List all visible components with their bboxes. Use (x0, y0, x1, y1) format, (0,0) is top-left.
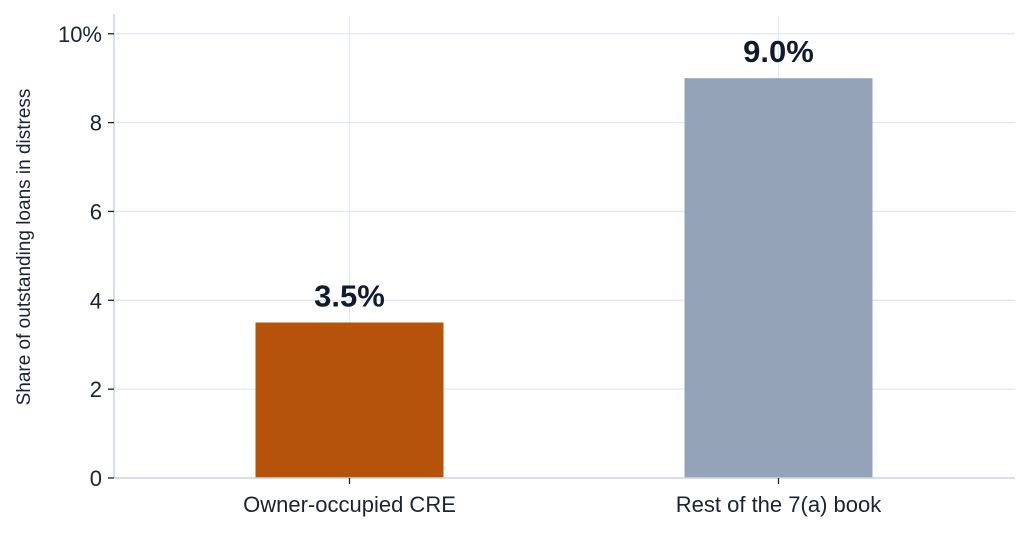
labels: 0 2 4 6 8 10% Owner-occupied CRE Rest of the 7(… (58, 22, 882, 517)
grid-lines (114, 16, 1015, 479)
y-tick-label: 2 (90, 377, 102, 402)
y-tick-label: 0 (90, 466, 102, 491)
y-tick-label: 6 (90, 199, 102, 224)
y-tick-label: 8 (90, 111, 102, 136)
y-tick-label: 4 (90, 288, 102, 313)
x-category-label: Rest of the 7(a) book (676, 492, 882, 517)
y-tick-label: 10% (58, 22, 102, 47)
x-category-label: Owner-occupied CRE (243, 492, 456, 517)
bars (255, 78, 873, 478)
bar-1 (255, 322, 444, 478)
axes (108, 14, 1015, 484)
bar-data-label: 9.0% (743, 34, 814, 69)
bar-2 (684, 78, 873, 478)
bar-data-label: 3.5% (314, 279, 385, 314)
y-axis-title: Share of outstanding loans in distress (14, 89, 35, 406)
